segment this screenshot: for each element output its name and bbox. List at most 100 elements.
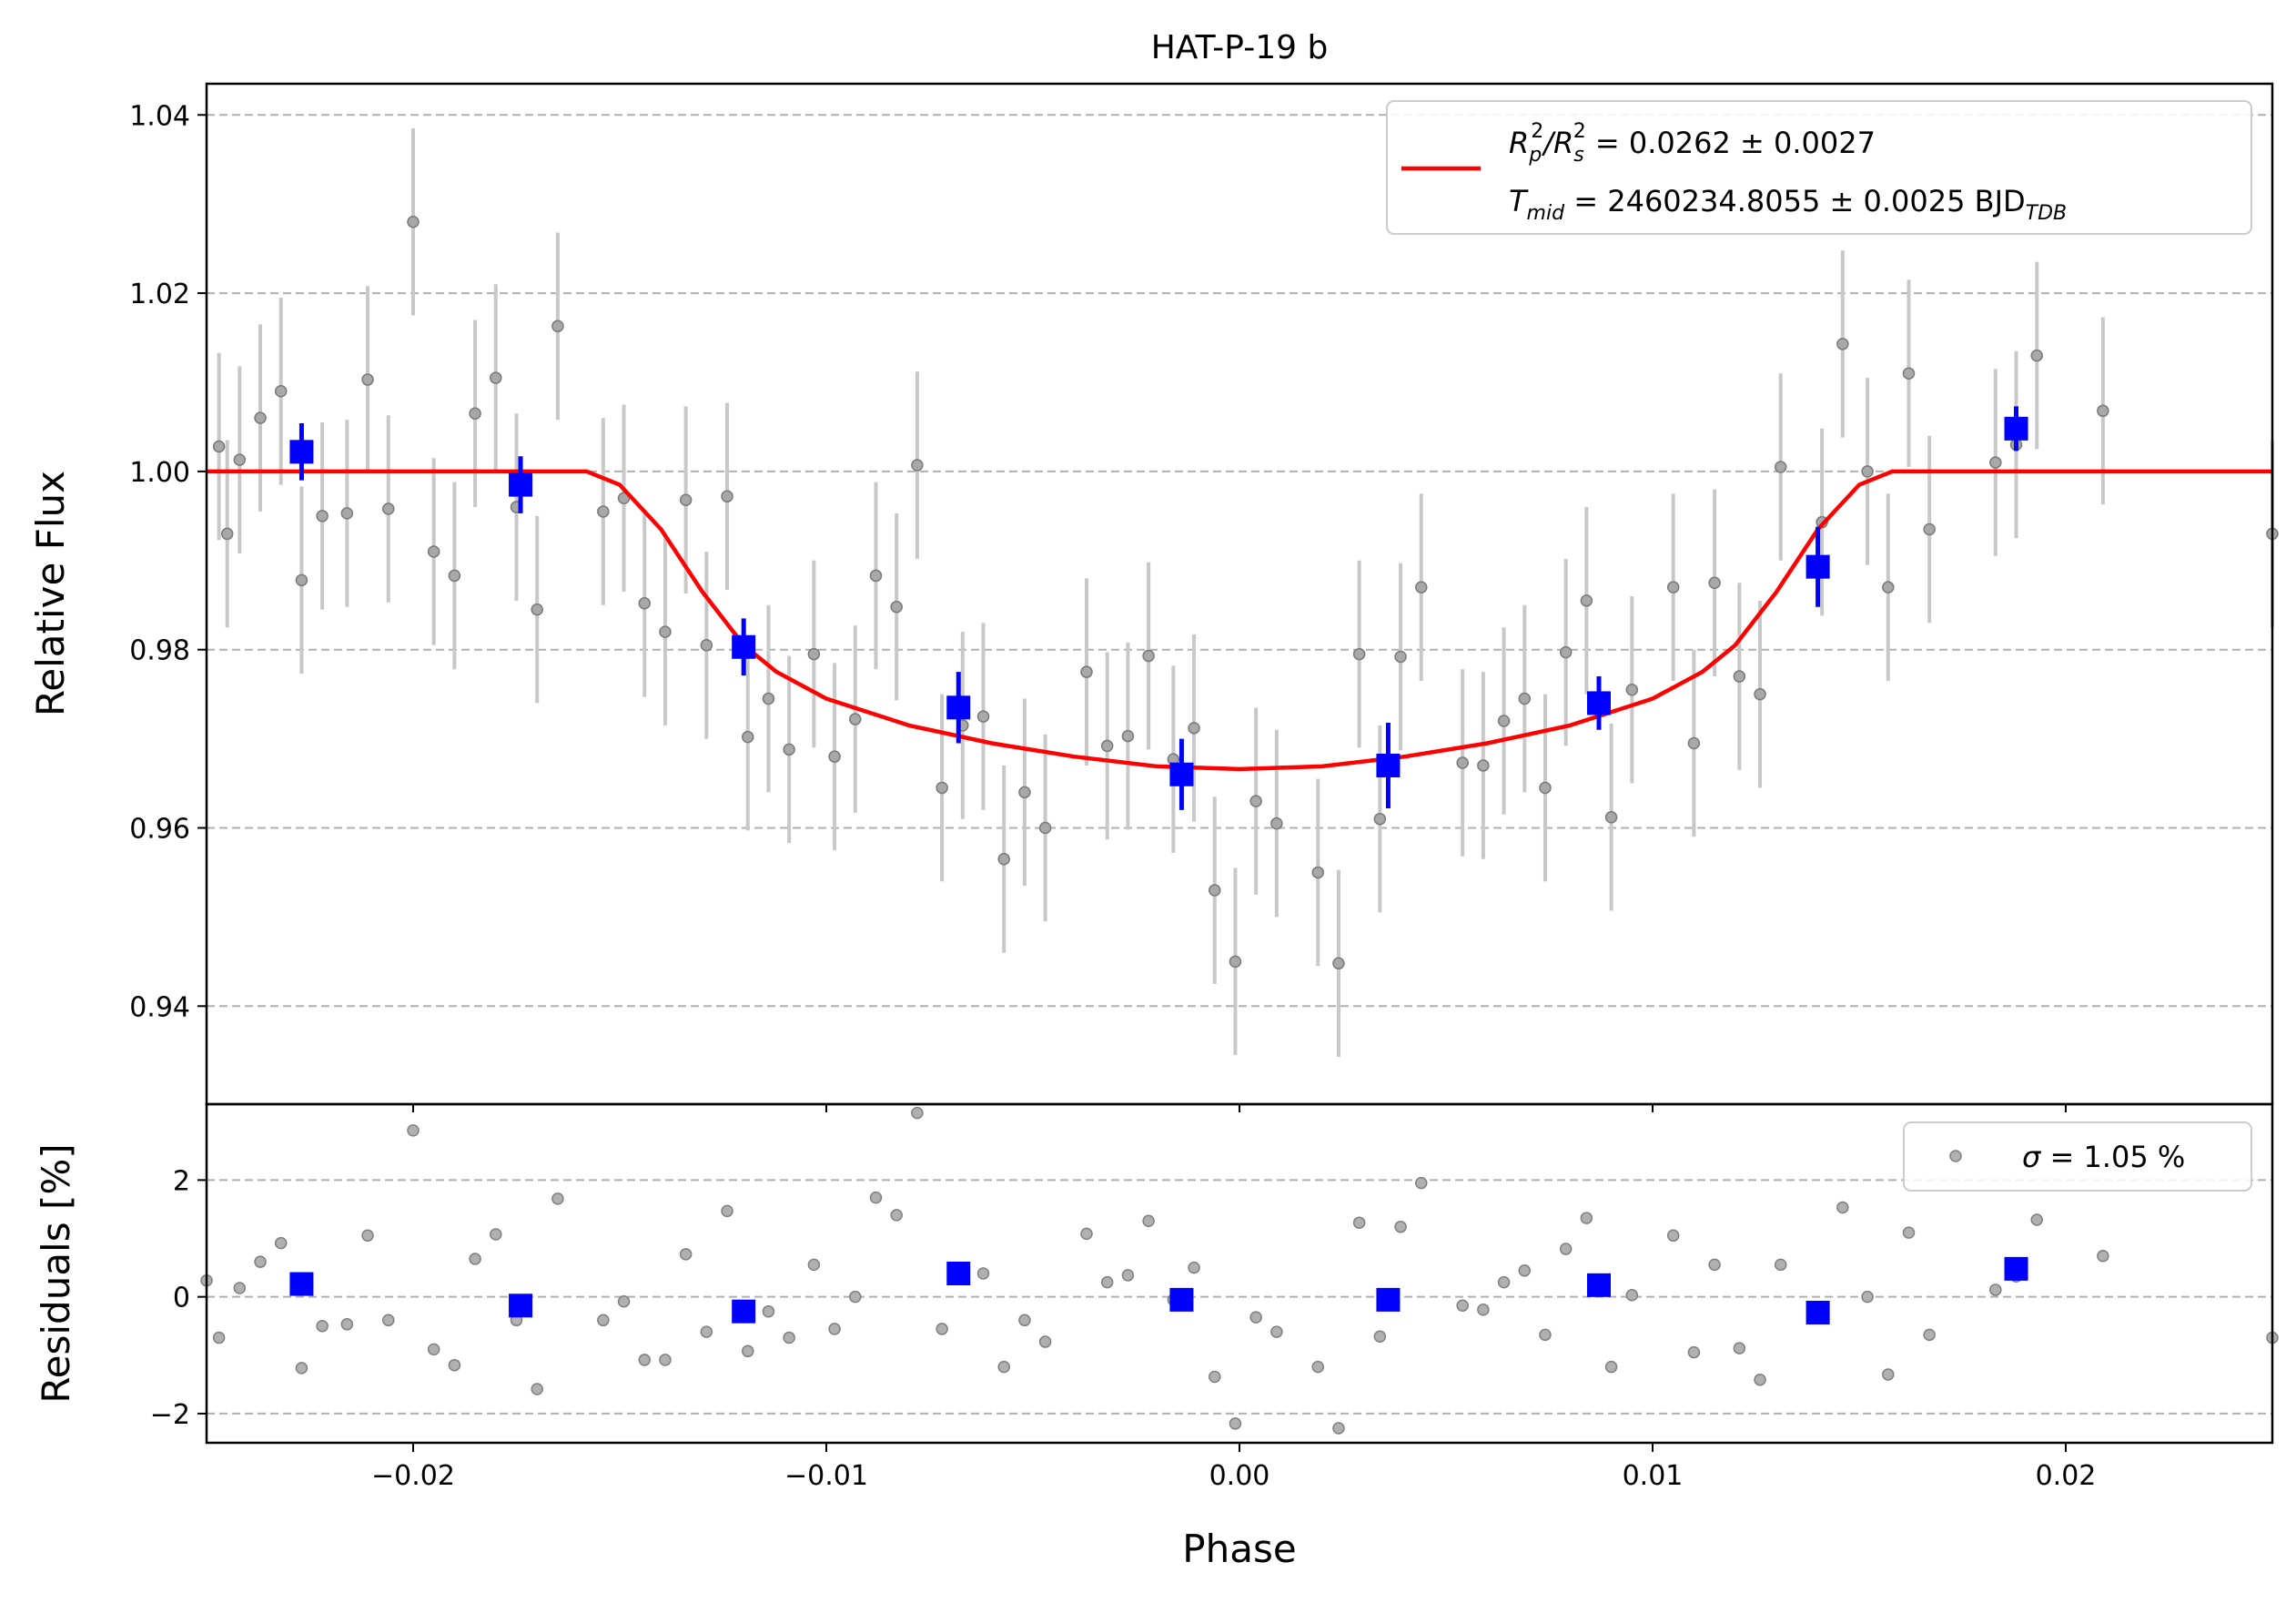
binned-point [1586,691,1611,715]
residual-point [1100,1275,1114,1289]
data-point [1394,650,1407,664]
data-point [1188,722,1200,735]
data-point [220,527,234,541]
data-point [469,407,481,420]
binned-residual-point [289,1272,314,1296]
data-point [1311,866,1325,879]
plot-title: HAT-P-19 b [1151,29,1329,66]
binned-residual-point [1805,1300,1830,1324]
residual-point [807,1258,821,1272]
residual-point [295,1362,308,1375]
residual-point [1861,1290,1874,1304]
data-point [1229,955,1242,969]
top-y-ticks: 0.94 0.96 0.98 1.00 1.02 1.04 [129,100,207,1023]
residual-point [2030,1213,2043,1226]
residual-point [741,1344,754,1358]
data-point [911,459,924,472]
data-point [316,510,329,522]
data-point [361,373,374,386]
residual-point [407,1124,420,1137]
top-y-tick-label: 0.96 [129,813,190,845]
binned-residual-point [509,1294,533,1318]
residual-point [700,1325,713,1338]
data-point [448,569,461,583]
bottom-y-tick-label: 0 [173,1283,190,1314]
transit-model-curve [207,469,2272,772]
residual-point [890,1209,903,1222]
residual-point [340,1318,354,1331]
residual-point [1373,1330,1387,1344]
residual-point [849,1290,862,1304]
data-point [1604,810,1618,824]
residual-point [659,1354,672,1366]
data-point [807,647,821,661]
x-tick-label: 0.02 [2036,1460,2097,1492]
legend-model-label-line2: Tmid = 2460234.8055 ± 0.0025 BJDTDB [1509,184,2067,225]
data-point [659,625,672,638]
bottom-legend-box [1903,1121,2252,1192]
data-point [427,545,440,558]
data-point [1270,817,1283,830]
data-point [1100,739,1114,753]
residual-point [233,1282,247,1294]
bottom-data-points [200,1106,2279,1435]
data-point [638,597,651,610]
residual-point [976,1267,990,1280]
data-point [721,490,733,503]
data-point [976,710,990,723]
data-point [490,371,502,384]
residual-point [1477,1304,1490,1316]
top-data-points [212,216,2279,970]
binned-residual-point [1376,1287,1401,1312]
binned-residual-point [1169,1287,1194,1312]
residual-point [316,1319,329,1333]
x-tick-label: −0.02 [371,1460,455,1492]
top-y-tick-label: 0.94 [129,991,190,1023]
data-point [531,603,543,616]
x-tick-label: −0.01 [784,1460,868,1492]
residual-point [1332,1422,1345,1435]
residual-point [762,1304,775,1318]
residual-point [1209,1370,1221,1384]
data-point [890,600,903,614]
data-point [700,639,713,652]
top-y-axis-label: Relative Flux [28,471,73,716]
legend-model-label-line1: Rp2/Rs2 = 0.0262 ± 0.0027 [1509,120,1876,167]
residual-point [274,1236,288,1250]
top-y-tick-label: 0.98 [129,635,190,667]
residual-point [597,1314,610,1327]
top-binned-points [289,406,2028,810]
bottom-y-tick-label: −2 [150,1399,190,1431]
bottom-y-ticks: −2 0 2 [150,1165,207,1431]
x-tick-label: 0.00 [1209,1460,1270,1492]
data-point [295,573,308,587]
residual-point [1754,1373,1766,1386]
residual-point [1456,1299,1469,1313]
residual-point [2097,1250,2109,1263]
residual-point [1121,1269,1135,1282]
residual-point [1188,1261,1200,1274]
data-point [1415,581,1428,594]
data-point [1625,683,1639,696]
binned-point [289,440,314,464]
residual-point [1666,1229,1680,1243]
residual-point [1989,1283,2002,1296]
residual-point [721,1204,733,1218]
data-point [2097,404,2109,418]
top-y-tick-label: 1.02 [129,279,190,310]
data-point [783,743,795,756]
data-point [274,385,288,398]
data-point [1518,692,1532,705]
residual-point [1687,1345,1701,1359]
binned-point [2004,416,2028,441]
data-point [2030,349,2043,362]
x-tick-label: 0.01 [1623,1460,1684,1492]
bottom-x-ticks: −0.02 −0.01 0.00 0.01 0.02 [371,1443,2096,1492]
data-point [1989,456,2002,469]
data-point [828,750,841,763]
binned-residual-point [2004,1256,2028,1281]
residual-point [469,1253,481,1265]
data-point [1774,461,1787,473]
residual-point [1518,1264,1532,1277]
